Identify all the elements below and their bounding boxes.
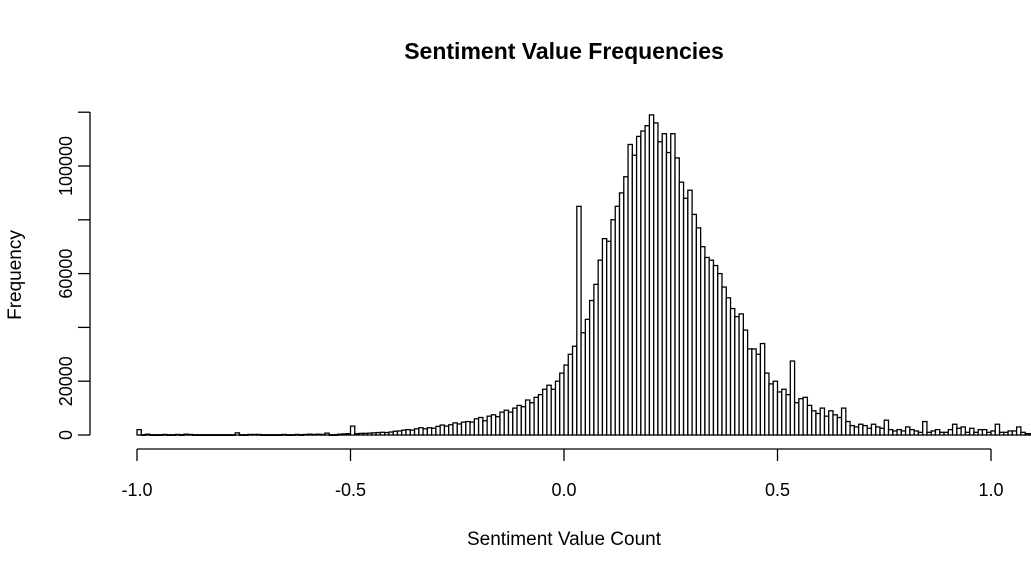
histogram-bar xyxy=(1028,432,1031,436)
y-tick-label: 60000 xyxy=(56,249,76,299)
chart-title: Sentiment Value Frequencies xyxy=(404,38,724,64)
y-axis-label: Frequency xyxy=(5,230,26,320)
histogram-bar xyxy=(922,420,928,436)
bars xyxy=(136,114,1031,436)
histogram-bar xyxy=(234,432,241,436)
y-tick-label: 100000 xyxy=(56,136,76,196)
y-axis: 0 20000 60000 100000 xyxy=(56,111,91,440)
x-axis-label: Sentiment Value Count xyxy=(467,529,662,550)
histogram-bar xyxy=(789,360,796,436)
x-tick-label: 0.0 xyxy=(551,480,576,500)
x-tick-label: 0.5 xyxy=(765,480,790,500)
histogram-bar xyxy=(1015,426,1022,436)
x-tick-label: 1.0 xyxy=(978,480,1003,500)
histogram-bar xyxy=(349,425,356,436)
histogram-bar xyxy=(969,427,975,436)
histogram-bar xyxy=(960,426,967,436)
histogram-bar xyxy=(576,205,582,436)
histogram-bar xyxy=(883,419,890,436)
x-tick-label: -1.0 xyxy=(121,480,152,500)
y-tick-label: 0 xyxy=(56,430,76,440)
x-axis: -1.0 -0.5 0.0 0.5 1.0 xyxy=(121,448,1004,500)
x-tick-label: -0.5 xyxy=(335,480,366,500)
y-tick-label: 20000 xyxy=(56,356,76,406)
histogram-bar xyxy=(324,432,330,436)
histogram-bar xyxy=(136,428,142,436)
histogram-bar xyxy=(994,423,1001,436)
